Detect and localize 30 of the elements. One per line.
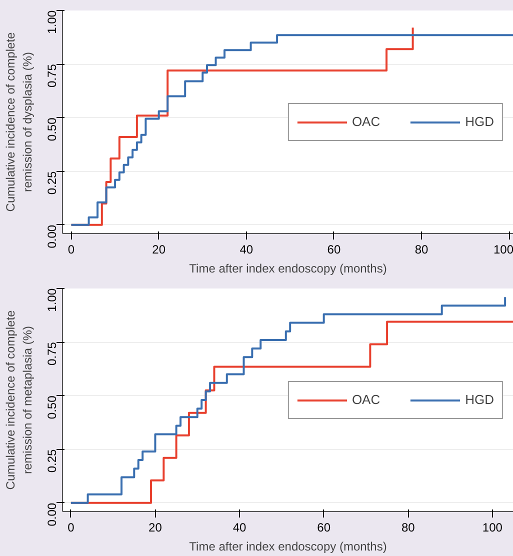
y-tick-label: 0.75 — [45, 64, 59, 88]
x-tick-label: 100 — [482, 520, 503, 534]
y-tick-label: 0.00 — [45, 224, 59, 248]
x-tick-label: 40 — [232, 520, 247, 534]
x-tick-label: 80 — [414, 242, 429, 256]
y-axis-title: Cumulative incidence of complete remission of dysplasia (%) — [4, 32, 34, 212]
x-tick-label: 0 — [68, 242, 75, 256]
y-tick-label: 0.75 — [45, 342, 59, 366]
x-tick-label: 60 — [327, 242, 341, 256]
y-axis-title: Cumulative incidence of complete remission of metaplasia (%) — [4, 310, 34, 490]
x-tick-label: 0 — [68, 520, 75, 534]
x-tick-label: 20 — [148, 520, 162, 534]
legend-label: OAC — [352, 114, 380, 129]
y-tick-label: 0.25 — [45, 170, 59, 195]
y-tick-label: 0.50 — [45, 117, 59, 142]
y-tick-label: 0.25 — [45, 448, 59, 473]
y-tick-label: 0.00 — [45, 502, 59, 526]
legend-label: OAC — [352, 392, 380, 407]
x-tick-label: 100 — [493, 242, 513, 256]
x-tick-label: 40 — [240, 242, 254, 256]
x-axis-title: Time after index endoscopy (months) — [189, 540, 387, 554]
x-axis-title: Time after index endoscopy (months) — [189, 262, 387, 276]
x-tick-label: 80 — [401, 520, 416, 534]
y-tick-label: 1.00 — [45, 288, 59, 312]
legend-label: HGD — [465, 392, 494, 407]
x-tick-label: 60 — [317, 520, 331, 534]
y-tick-label: 1.00 — [45, 10, 59, 34]
legend-label: HGD — [465, 114, 494, 129]
y-tick-label: 0.50 — [45, 395, 59, 420]
x-tick-label: 20 — [152, 242, 166, 256]
